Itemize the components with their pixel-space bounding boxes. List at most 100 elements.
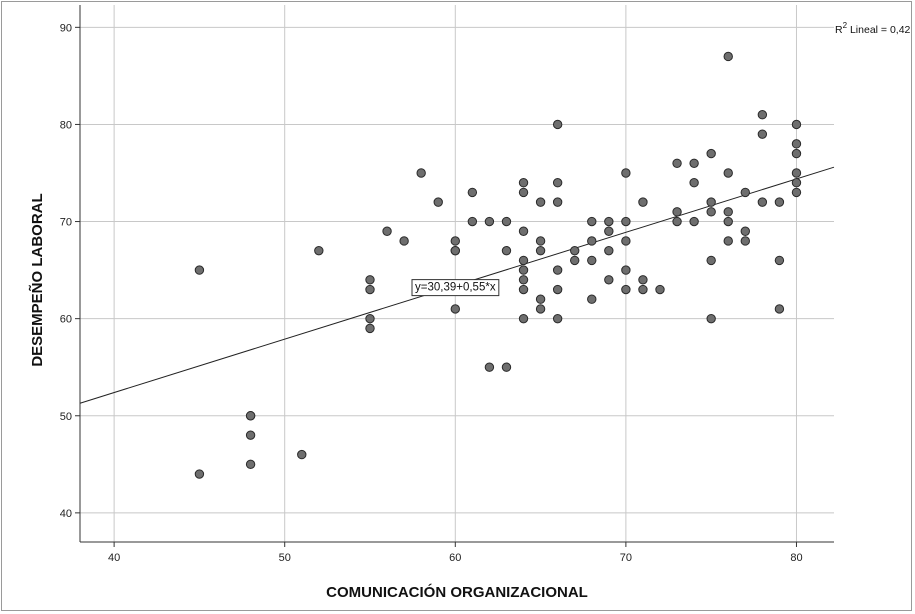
data-point [723, 216, 733, 227]
data-point [297, 449, 307, 460]
data-point [740, 187, 750, 198]
data-point [518, 178, 529, 188]
data-point [365, 275, 375, 285]
data-point [518, 187, 529, 198]
x-tick-label: 60 [449, 552, 461, 564]
data-point [484, 362, 495, 372]
r-squared-label: R2 Lineal = 0,42 [835, 21, 911, 36]
data-point [791, 187, 802, 198]
r-squared-prefix: R [835, 24, 843, 36]
data-point [484, 216, 495, 227]
x-tick-label: 50 [279, 552, 291, 564]
data-point [518, 284, 529, 295]
data-point [774, 197, 785, 207]
data-point [655, 284, 665, 295]
regression-equation-box [411, 279, 500, 297]
data-point [535, 197, 546, 207]
y-tick-label: 60 [60, 314, 72, 326]
data-point [621, 284, 631, 295]
data-point [706, 313, 716, 324]
data-point [689, 216, 699, 227]
data-point [791, 119, 802, 130]
y-tick-label: 50 [60, 411, 72, 423]
data-point [518, 313, 529, 324]
data-point [416, 168, 426, 178]
data-point [587, 236, 597, 246]
data-point [535, 294, 546, 304]
data-point [621, 265, 631, 275]
data-point [570, 255, 580, 266]
data-point [774, 255, 785, 266]
x-tick-label: 80 [790, 552, 802, 564]
data-point [535, 304, 546, 314]
data-point [706, 207, 716, 217]
data-point [450, 304, 460, 314]
data-point [740, 226, 750, 236]
data-point [723, 168, 733, 178]
data-point [552, 197, 563, 207]
data-point [774, 304, 785, 314]
data-point [621, 168, 631, 178]
data-point [467, 187, 478, 198]
data-point [791, 168, 802, 178]
data-point [450, 245, 460, 256]
data-point [638, 275, 648, 285]
data-point [570, 245, 580, 256]
data-point [501, 362, 512, 372]
data-point [757, 110, 768, 120]
x-axis-title: COMUNICACIÓN ORGANIZACIONAL [326, 583, 588, 601]
data-point [552, 313, 563, 324]
data-point [706, 197, 716, 207]
x-tick-label: 70 [620, 552, 632, 564]
data-point [604, 245, 614, 256]
data-point [365, 284, 375, 295]
regression-equation-label: y=30,39+0,55*x [411, 279, 500, 297]
points-layer [194, 51, 802, 479]
data-point [365, 313, 375, 324]
data-point [552, 284, 563, 295]
data-point [638, 284, 648, 295]
regression-equation-text: y=30,39+0,55*x [415, 282, 496, 294]
data-point [706, 255, 716, 266]
data-point [314, 245, 324, 256]
data-point [433, 197, 443, 207]
data-point [382, 226, 392, 236]
data-point [791, 148, 802, 159]
data-point [552, 265, 563, 275]
y-tick-label: 90 [60, 22, 72, 34]
data-point [501, 245, 512, 256]
x-tick-label: 40 [108, 552, 120, 564]
data-point [552, 119, 563, 130]
data-point [467, 216, 478, 227]
data-point [518, 226, 529, 236]
data-point [604, 216, 614, 227]
data-point [672, 207, 682, 217]
grid-layer [80, 5, 834, 542]
data-point [587, 294, 597, 304]
data-point [587, 216, 597, 227]
data-point [245, 411, 256, 421]
data-point [706, 148, 716, 159]
labels-layer: 40 50 60 70 80 40 50 60 70 80 90 [60, 22, 803, 564]
y-tick-label: 80 [60, 119, 72, 131]
data-point [621, 216, 631, 227]
y-axis-title: DESEMPEÑO LABORAL [28, 193, 46, 366]
axes-layer [75, 5, 834, 547]
data-point [518, 255, 529, 266]
data-point [518, 275, 529, 285]
data-point [638, 197, 648, 207]
data-point [194, 265, 205, 275]
data-point [535, 236, 546, 246]
data-point [689, 178, 699, 188]
data-point [740, 236, 750, 246]
data-point [723, 207, 733, 217]
r-squared-sup: 2 [843, 21, 848, 30]
data-point [723, 236, 733, 246]
data-point [604, 226, 614, 236]
y-tick-label: 70 [60, 217, 72, 229]
data-point [757, 129, 768, 139]
data-point [245, 459, 256, 470]
data-point [365, 323, 375, 334]
